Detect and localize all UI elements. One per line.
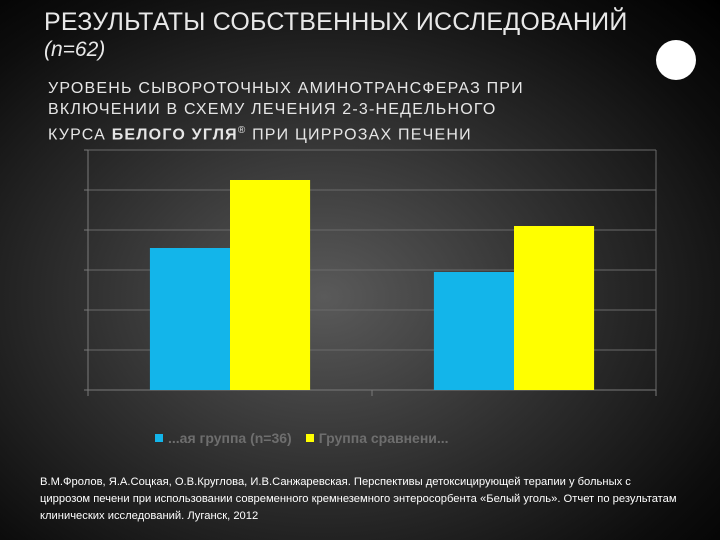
registered-mark: ® [237,125,247,136]
subtitle-product-name: БЕЛОГО УГЛЯ [111,126,238,144]
legend-item-series-1: ...ая группа (n=36) [155,430,292,446]
legend-swatch-series-2 [305,434,314,442]
decorative-circle-icon [656,40,696,80]
subtitle-line-3-post: ПРИ ЦИРРОЗАХ ПЕЧЕНИ [252,126,472,144]
page-title: РЕЗУЛЬТАТЫ СОБСТВЕННЫХ ИССЛЕДОВАНИЙ [44,8,628,36]
bar-series-1-cat-1 [149,248,230,390]
bar-series-2-cat-2 [514,226,595,390]
chart-legend: ...ая группа (n=36) Группа сравнени... [155,428,449,448]
legend-label-series-1: ...ая группа (n=36) [168,430,292,446]
bar-series-1-cat-2 [433,272,514,390]
citation-text: В.М.Фролов, Я.А.Соцкая, О.В.Круглова, И.… [40,476,677,522]
legend-label-series-2: Группа сравнени... [318,430,449,446]
page-title-sample-size: (n=62) [44,38,106,61]
legend-item-series-2: Группа сравнени... [305,430,449,446]
subtitle-line-2: ВКЛЮЧЕНИИ В СХЕМУ ЛЕЧЕНИЯ 2-3-НЕДЕЛЬНОГО [48,101,497,118]
subtitle-line-1: УРОВЕНЬ СЫВОРОТОЧНЫХ АМИНОТРАНСФЕРАЗ ПРИ [48,80,524,97]
bar-series-2-cat-1 [230,180,311,390]
chart-subtitle: УРОВЕНЬ СЫВОРОТОЧНЫХ АМИНОТРАНСФЕРАЗ ПРИ… [48,78,668,145]
subtitle-line-3-pre: КУРСА [48,126,107,144]
subtitle-line-3: КУРСА БЕЛОГО УГЛЯ® ПРИ ЦИРРОЗАХ ПЕЧЕНИ [48,120,668,145]
legend-swatch-series-1 [155,434,163,442]
